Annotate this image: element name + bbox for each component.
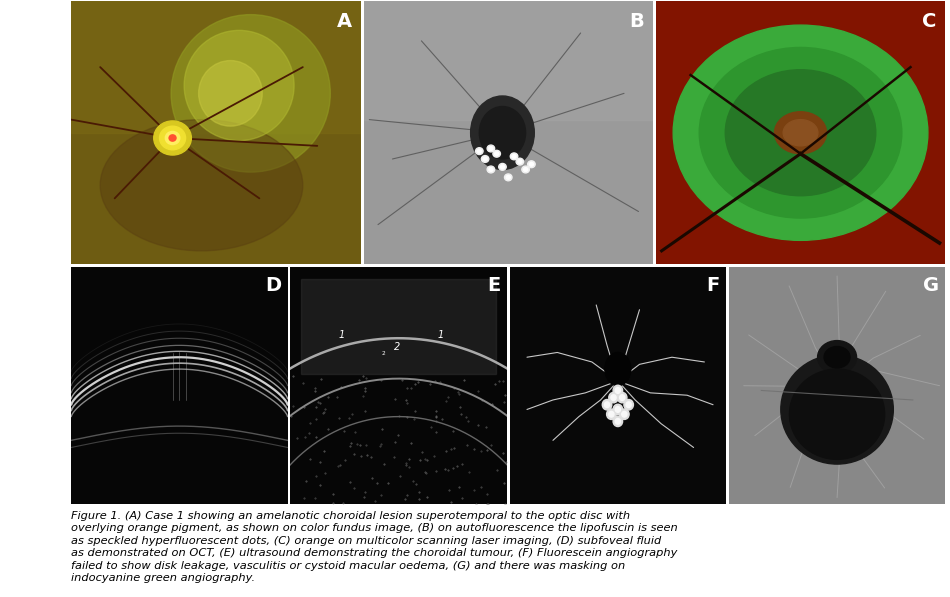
Ellipse shape — [100, 119, 303, 251]
Circle shape — [609, 411, 614, 417]
Circle shape — [510, 153, 518, 160]
Circle shape — [489, 168, 493, 171]
Circle shape — [518, 160, 522, 164]
Bar — [71, 1, 361, 133]
Circle shape — [616, 407, 620, 413]
Text: B: B — [630, 12, 644, 31]
Circle shape — [619, 409, 629, 420]
Text: 1: 1 — [338, 330, 344, 340]
Circle shape — [476, 147, 483, 155]
Ellipse shape — [199, 60, 262, 126]
Circle shape — [482, 156, 489, 162]
Ellipse shape — [789, 369, 884, 459]
Circle shape — [529, 162, 534, 166]
Text: G: G — [922, 276, 939, 296]
Circle shape — [616, 418, 620, 424]
Ellipse shape — [818, 341, 857, 374]
Ellipse shape — [699, 47, 902, 218]
Circle shape — [487, 166, 495, 173]
Ellipse shape — [781, 355, 893, 464]
Circle shape — [154, 121, 191, 155]
Circle shape — [527, 161, 535, 168]
Ellipse shape — [171, 14, 331, 172]
Ellipse shape — [674, 25, 928, 241]
Text: E: E — [487, 276, 501, 296]
Circle shape — [611, 395, 617, 401]
Circle shape — [169, 135, 176, 141]
Circle shape — [619, 395, 625, 401]
Circle shape — [616, 387, 620, 393]
Text: F: F — [706, 276, 719, 296]
Circle shape — [506, 176, 510, 179]
Circle shape — [504, 174, 512, 181]
Circle shape — [609, 392, 618, 403]
Circle shape — [495, 152, 499, 156]
Circle shape — [618, 392, 627, 403]
Text: 1: 1 — [438, 330, 444, 340]
Circle shape — [522, 166, 529, 173]
Circle shape — [613, 404, 622, 415]
Ellipse shape — [184, 30, 294, 141]
Circle shape — [613, 416, 622, 427]
Ellipse shape — [824, 346, 850, 368]
Bar — [301, 279, 496, 374]
Circle shape — [487, 145, 495, 152]
Circle shape — [160, 126, 185, 150]
Text: $^2$: $^2$ — [381, 350, 387, 359]
Bar — [364, 1, 653, 119]
Circle shape — [602, 399, 612, 410]
Circle shape — [624, 399, 634, 410]
Circle shape — [501, 165, 504, 169]
Circle shape — [626, 402, 631, 408]
Circle shape — [607, 409, 617, 420]
Text: 2: 2 — [394, 342, 401, 352]
Circle shape — [604, 402, 610, 408]
Text: A: A — [337, 12, 352, 31]
Circle shape — [512, 155, 516, 158]
Circle shape — [483, 157, 487, 161]
Text: Figure 1. (A) Case 1 showing an amelanotic choroidal lesion superotemporal to th: Figure 1. (A) Case 1 showing an amelanot… — [71, 511, 678, 583]
Text: D: D — [265, 276, 281, 296]
Circle shape — [493, 150, 501, 157]
Circle shape — [499, 164, 506, 170]
Circle shape — [477, 149, 482, 153]
Text: C: C — [922, 12, 937, 31]
Circle shape — [489, 147, 493, 150]
Ellipse shape — [470, 96, 534, 170]
Circle shape — [613, 385, 622, 396]
Ellipse shape — [480, 106, 525, 159]
Circle shape — [516, 158, 523, 165]
Ellipse shape — [774, 112, 826, 154]
Circle shape — [165, 131, 180, 144]
Ellipse shape — [783, 119, 818, 146]
Ellipse shape — [725, 70, 876, 196]
Ellipse shape — [605, 352, 631, 386]
Circle shape — [621, 411, 627, 417]
Circle shape — [523, 168, 527, 171]
